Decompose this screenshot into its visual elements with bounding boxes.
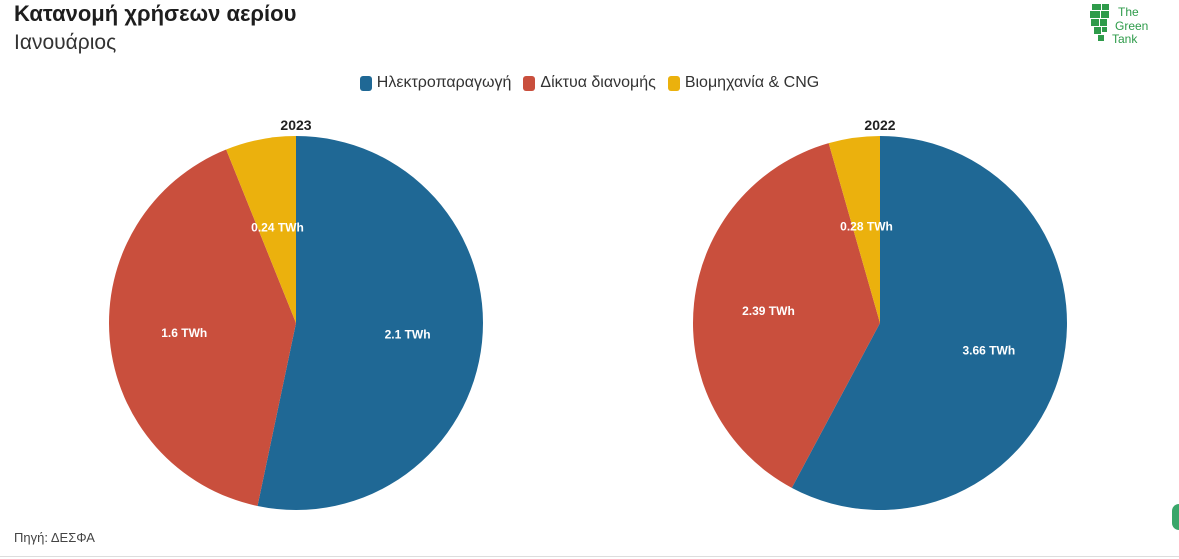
pie-title: 2022 xyxy=(864,117,895,133)
help-bubble-icon[interactable] xyxy=(1172,504,1179,530)
pie-slice[interactable] xyxy=(226,136,296,323)
legend-item-industry[interactable]: Βιομηχανία & CNG xyxy=(667,74,820,92)
logo-line3: Tank xyxy=(1112,32,1138,46)
pie-charts: 2023 2.1 TWh 1.6 TWh 0.24 TWh 2022 3.66 TWh 2.… xyxy=(108,117,1067,510)
pie-data-label: 1.6 TWh xyxy=(161,326,207,340)
pie-data-label: 2.1 TWh xyxy=(385,328,431,342)
source-note: Πηγή: ΔΕΣΦΑ xyxy=(14,530,95,545)
pie-data-label: 0.28 TWh xyxy=(840,220,893,234)
pie-slice[interactable] xyxy=(108,149,296,506)
chart-subtitle: Ιανουάριος xyxy=(14,31,117,54)
legend-item-electricity[interactable]: Ηλεκτροπαραγωγή xyxy=(359,74,512,92)
logo-mark-icon xyxy=(1090,4,1109,41)
legend-label: Βιομηχανία & CNG xyxy=(684,74,820,91)
legend-swatch xyxy=(667,75,680,91)
pie-slice[interactable] xyxy=(791,136,1067,510)
legend-swatch xyxy=(523,75,536,91)
pie-title: 2023 xyxy=(280,117,311,133)
legend-item-distribution[interactable]: Δίκτυα διανομής xyxy=(523,74,656,92)
legend-label: Ηλεκτροπαραγωγή xyxy=(376,74,512,91)
pie-data-label: 2.39 TWh xyxy=(742,304,795,318)
legend-label: Δίκτυα διανομής xyxy=(540,74,656,91)
legend-swatch xyxy=(359,75,372,91)
logo-line1: The xyxy=(1118,5,1139,19)
pie-slice[interactable] xyxy=(828,136,880,323)
legend: Ηλεκτροπαραγωγή Δίκτυα διανομής Βιομηχαν… xyxy=(0,74,1179,92)
logo-line2: Green xyxy=(1115,19,1148,33)
pie-data-label: 3.66 TWh xyxy=(962,343,1015,357)
pie-2022: 2022 3.66 TWh 2.39 TWh 0.28 TWh xyxy=(693,117,1067,510)
pie-2023: 2023 2.1 TWh 1.6 TWh 0.24 TWh xyxy=(108,117,483,510)
pie-data-label: 0.24 TWh xyxy=(251,221,304,235)
divider xyxy=(0,556,1179,557)
chart-title: Κατανομή χρήσεων αερίου xyxy=(14,1,297,26)
pie-slice[interactable] xyxy=(693,143,880,488)
pie-slice[interactable] xyxy=(257,136,483,510)
green-tank-logo: The Green Tank xyxy=(1090,4,1148,46)
